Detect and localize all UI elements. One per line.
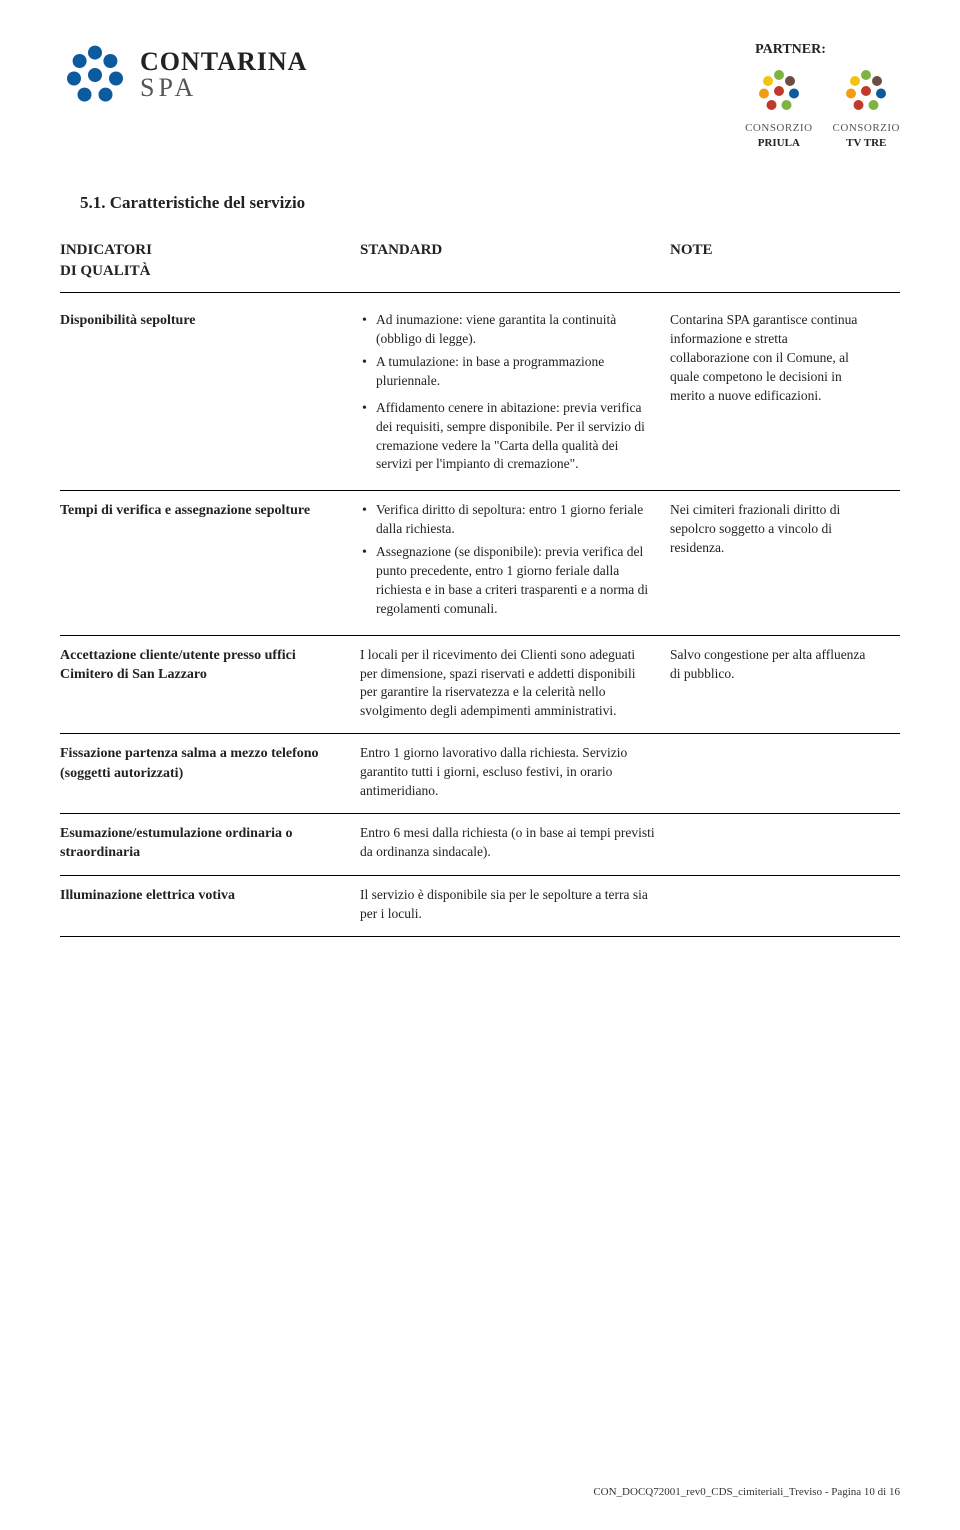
brand-logo: CONTARINA SPA — [60, 40, 307, 110]
table-row: Illuminazione elettrica votivaIl servizi… — [60, 876, 900, 937]
partner-tvtre: CONSORZIO TV TRE — [833, 66, 900, 152]
header-standard: STANDARD — [360, 240, 670, 282]
header-note: NOTE — [670, 240, 870, 282]
standard-bullet-list: Verifica diritto di sepoltura: entro 1 g… — [360, 501, 655, 618]
header-rule — [60, 292, 900, 293]
standard-text: I locali per il ricevimento dei Clienti … — [360, 646, 655, 722]
section-title: 5.1. Caratteristiche del servizio — [80, 191, 900, 215]
note-cell — [670, 886, 870, 924]
note-cell — [670, 824, 870, 863]
partner-logos: CONSORZIO PRIULA CONSORZIO — [745, 66, 900, 152]
contarina-logo-icon — [60, 40, 130, 110]
standard-text: Entro 1 giorno lavorativo dalla richiest… — [360, 744, 655, 801]
header-indicatori: INDICATORI DI QUALITÀ — [60, 240, 360, 282]
priula-logo-icon — [754, 66, 804, 116]
standard-cell: Entro 1 giorno lavorativo dalla richiest… — [360, 744, 670, 801]
brand-line1: CONTARINA — [140, 49, 307, 75]
note-cell: Nei cimiteri frazionali diritto di sepol… — [670, 501, 870, 622]
document-page: CONTARINA SPA PARTNER: — [0, 0, 960, 1530]
indicator-cell: Illuminazione elettrica votiva — [60, 886, 360, 924]
partner-priula: CONSORZIO PRIULA — [745, 66, 812, 152]
indicator-cell: Tempi di verifica e assegnazione sepoltu… — [60, 501, 360, 622]
standard-cell: Il servizio è disponibile sia per le sep… — [360, 886, 670, 924]
table-row: Fissazione partenza salma a mezzo telefo… — [60, 734, 900, 814]
brand-text: CONTARINA SPA — [140, 49, 307, 101]
partner-label: PARTNER: — [745, 40, 900, 60]
standard-cell: Verifica diritto di sepoltura: entro 1 g… — [360, 501, 670, 622]
note-cell — [670, 744, 870, 801]
standard-bullet-item: Ad inumazione: viene garantita la contin… — [360, 311, 655, 349]
standard-text: Il servizio è disponibile sia per le sep… — [360, 886, 655, 924]
table-row: Esumazione/estumulazione ordinaria o str… — [60, 814, 900, 876]
indicator-cell: Accettazione cliente/utente presso uffic… — [60, 646, 360, 722]
standard-bullet-item: Affidamento cenere in abitazione: previa… — [360, 399, 655, 475]
partner1-line1: CONSORZIO — [745, 121, 812, 136]
table-row: Disponibilità sepoltureAd inumazione: vi… — [60, 301, 900, 491]
rows-container: Disponibilità sepoltureAd inumazione: vi… — [60, 301, 900, 937]
standard-cell: I locali per il ricevimento dei Clienti … — [360, 646, 670, 722]
page-footer: CON_DOCQ72001_rev0_CDS_cimiteriali_Trevi… — [593, 1485, 900, 1500]
standard-cell: Ad inumazione: viene garantita la contin… — [360, 311, 670, 478]
standard-bullet-item: A tumulazione: in base a programmazione … — [360, 353, 655, 391]
partner-section: PARTNER: CONSORZIO PRIULA — [745, 40, 900, 151]
brand-line2: SPA — [140, 75, 307, 101]
indicator-cell: Esumazione/estumulazione ordinaria o str… — [60, 824, 360, 863]
standard-text: Entro 6 mesi dalla richiesta (o in base … — [360, 824, 655, 862]
header-col1-line1: INDICATORI — [60, 242, 152, 258]
standard-cell: Entro 6 mesi dalla richiesta (o in base … — [360, 824, 670, 863]
table-row: Accettazione cliente/utente presso uffic… — [60, 636, 900, 735]
note-cell: Salvo congestione per alta affluenza di … — [670, 646, 870, 722]
indicator-cell: Disponibilità sepolture — [60, 311, 360, 478]
partner2-line2: TV TRE — [833, 136, 900, 151]
indicator-cell: Fissazione partenza salma a mezzo telefo… — [60, 744, 360, 801]
partner1-line2: PRIULA — [745, 136, 812, 151]
standard-bullet-list: Ad inumazione: viene garantita la contin… — [360, 311, 655, 474]
table-row: Tempi di verifica e assegnazione sepoltu… — [60, 491, 900, 635]
header-col1-line2: DI QUALITÀ — [60, 263, 150, 279]
standard-bullet-item: Assegnazione (se disponibile): previa ve… — [360, 543, 655, 619]
partner2-line1: CONSORZIO — [833, 121, 900, 136]
standard-bullet-item: Verifica diritto di sepoltura: entro 1 g… — [360, 501, 655, 539]
note-cell: Contarina SPA garantisce continua inform… — [670, 311, 870, 478]
page-header: CONTARINA SPA PARTNER: — [60, 30, 900, 151]
table-header: INDICATORI DI QUALITÀ STANDARD NOTE — [60, 240, 900, 282]
tvtre-logo-icon — [841, 66, 891, 116]
